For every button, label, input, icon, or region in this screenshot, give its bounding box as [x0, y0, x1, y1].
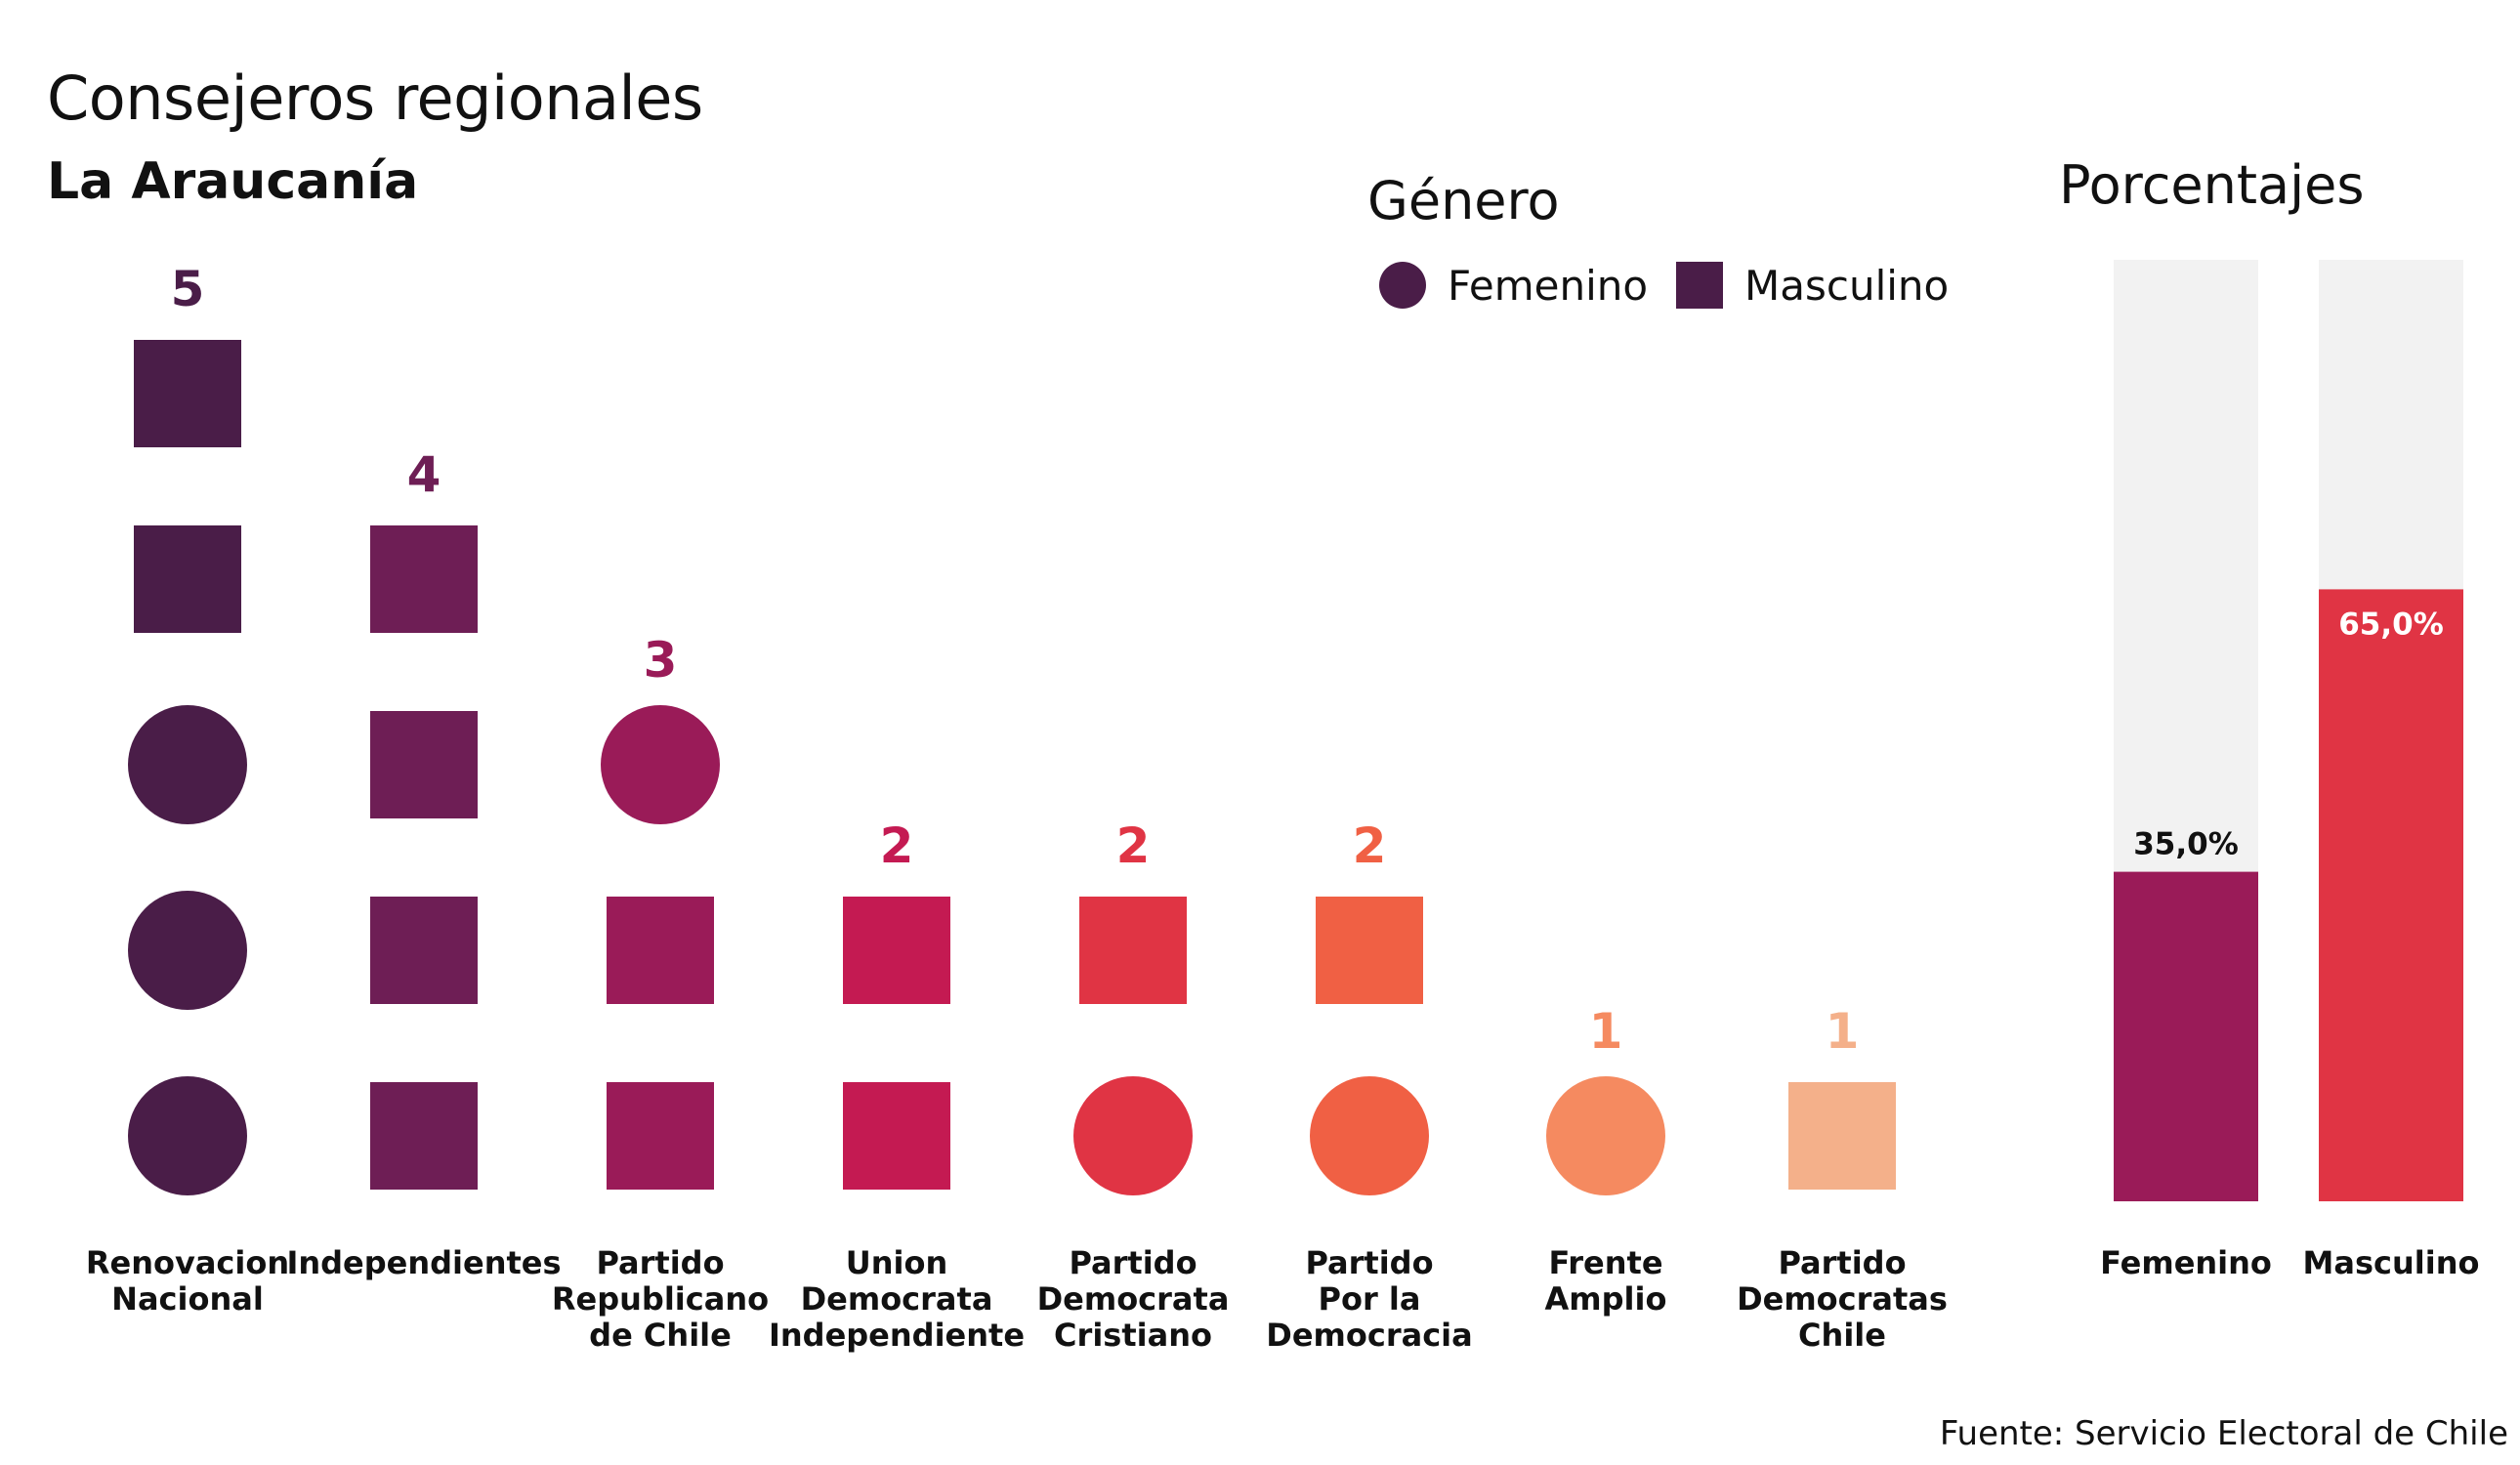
unit-circle-femenino [1546, 1076, 1665, 1195]
chart-subtitle: La Araucanía [47, 152, 419, 211]
category-label: Chile [1798, 1317, 1886, 1354]
bar-value-label: 65,0% [2338, 607, 2444, 642]
category-label: Democrata [801, 1280, 993, 1318]
category-label: Por la [1319, 1280, 1421, 1318]
unit-square-masculino [607, 1082, 714, 1190]
category-total-label: 2 [880, 817, 914, 874]
category-label: Amplio [1545, 1280, 1667, 1318]
bar [2114, 871, 2258, 1201]
category-label: Partido [1305, 1244, 1433, 1281]
legend-label-masculino: Masculino [1744, 261, 1950, 310]
category-total-label: 2 [1353, 817, 1387, 874]
unit-square-masculino [134, 525, 241, 633]
category-label: Democrata [1037, 1280, 1230, 1318]
category-total-label: 5 [171, 261, 205, 317]
category-total-label: 2 [1116, 817, 1151, 874]
category-label: Independiente [769, 1317, 1025, 1354]
unit-square-masculino [1079, 897, 1187, 1004]
category-label: Republicano [552, 1280, 769, 1318]
unit-circle-femenino [1310, 1076, 1429, 1195]
category-label: Partido [1778, 1244, 1906, 1281]
unit-square-masculino [134, 340, 241, 447]
legend-item-femenino: Femenino [1379, 258, 1648, 313]
percent-panel-title: Porcentajes [2059, 154, 2365, 216]
legend-item-masculino: Masculino [1676, 258, 1949, 313]
category-total-label: 1 [1826, 1003, 1860, 1060]
unit-circle-femenino [128, 705, 247, 824]
category-total-label: 4 [407, 446, 441, 503]
category-label: Democratas [1737, 1280, 1948, 1318]
unit-circle-femenino [128, 891, 247, 1010]
unit-square-masculino [370, 1082, 478, 1190]
unit-circle-femenino [601, 705, 720, 824]
unit-square-masculino [370, 525, 478, 633]
bar-category-label: Femenino [2100, 1244, 2272, 1281]
unit-square-masculino [843, 1082, 950, 1190]
bar-category-label: Masculino [2303, 1244, 2480, 1281]
bar-value-label: 35,0% [2133, 827, 2239, 862]
category-label: Renovacion [86, 1244, 289, 1281]
category-label: Independientes [286, 1244, 561, 1281]
circle-icon [1379, 262, 1426, 309]
category-label: Partido [596, 1244, 724, 1281]
legend-title: Género [1367, 170, 1560, 231]
unit-square-masculino [1316, 897, 1423, 1004]
category-label: Democracia [1266, 1317, 1472, 1354]
category-label: Cristiano [1054, 1317, 1212, 1354]
category-label: Partido [1069, 1244, 1197, 1281]
category-total-label: 1 [1589, 1003, 1623, 1060]
category-label: Union [846, 1244, 948, 1281]
category-label: Nacional [111, 1280, 264, 1318]
unit-square-masculino [370, 711, 478, 818]
bar [2319, 589, 2463, 1201]
square-icon [1676, 262, 1723, 309]
unit-circle-femenino [128, 1076, 247, 1195]
unit-square-masculino [1788, 1082, 1896, 1190]
source-note: Fuente: Servicio Electoral de Chile [1939, 1414, 2508, 1453]
unit-square-masculino [370, 897, 478, 1004]
category-label: de Chile [589, 1317, 732, 1354]
unit-square-masculino [607, 897, 714, 1004]
category-label: Frente [1548, 1244, 1662, 1281]
category-total-label: 3 [644, 632, 678, 689]
legend-label-femenino: Femenino [1448, 261, 1649, 310]
chart-title: Consejeros regionales [47, 63, 703, 134]
unit-square-masculino [843, 897, 950, 1004]
unit-circle-femenino [1073, 1076, 1193, 1195]
